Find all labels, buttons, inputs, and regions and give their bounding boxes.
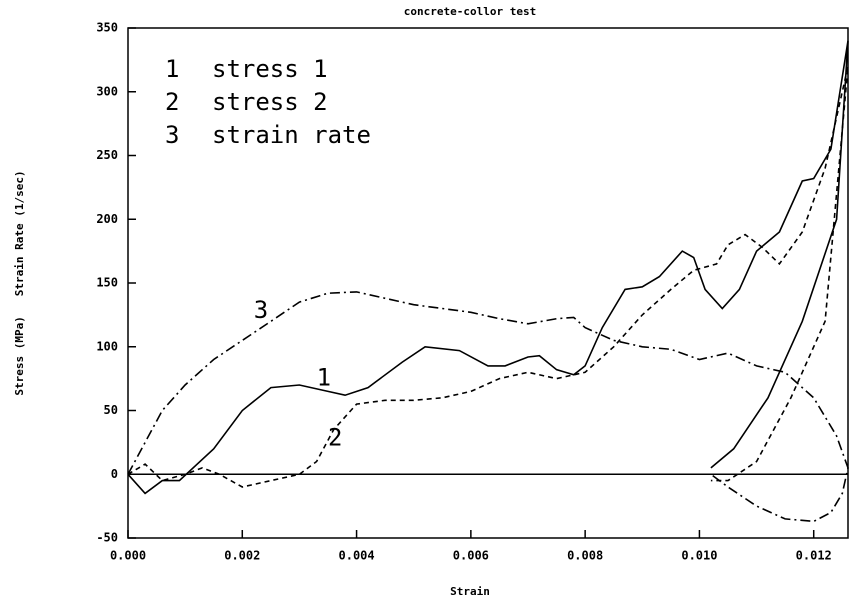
y-tick-label: 250 bbox=[96, 148, 118, 162]
chart-title: concrete-collor test bbox=[404, 5, 536, 18]
legend-label: stress 2 bbox=[212, 88, 328, 116]
x-axis-label: Strain bbox=[450, 585, 490, 598]
x-tick-label: 0.004 bbox=[339, 549, 375, 563]
y-tick-label: 300 bbox=[96, 84, 118, 98]
legend-key: 3 bbox=[165, 121, 179, 149]
y-tick-label: 0 bbox=[111, 467, 118, 481]
x-tick-label: 0.000 bbox=[110, 549, 146, 563]
series-line bbox=[127, 291, 849, 523]
y-tick-label: 150 bbox=[96, 276, 118, 290]
x-tick-label: 0.012 bbox=[796, 549, 832, 563]
x-tick-label: 0.002 bbox=[224, 549, 260, 563]
x-tick-label: 0.006 bbox=[453, 549, 489, 563]
y-tick-label: 350 bbox=[96, 21, 118, 35]
y-tick-label: 100 bbox=[96, 339, 118, 353]
y-axis-label: Stress (MPa) Strain Rate (1/sec) bbox=[13, 170, 26, 395]
legend-key: 1 bbox=[165, 55, 179, 83]
x-tick-label: 0.008 bbox=[567, 549, 603, 563]
series-line bbox=[127, 66, 849, 488]
legend-label: stress 1 bbox=[212, 55, 328, 83]
y-tick-label: 50 bbox=[104, 403, 118, 417]
legend-label: strain rate bbox=[212, 121, 371, 149]
y-tick-label: -50 bbox=[96, 531, 118, 545]
curve-label: 3 bbox=[254, 296, 268, 324]
curve-label: 2 bbox=[328, 424, 342, 452]
series-line bbox=[127, 40, 849, 495]
curve-label: 1 bbox=[317, 364, 331, 392]
x-tick-label: 0.010 bbox=[681, 549, 717, 563]
y-tick-label: 200 bbox=[96, 212, 118, 226]
legend-key: 2 bbox=[165, 88, 179, 116]
